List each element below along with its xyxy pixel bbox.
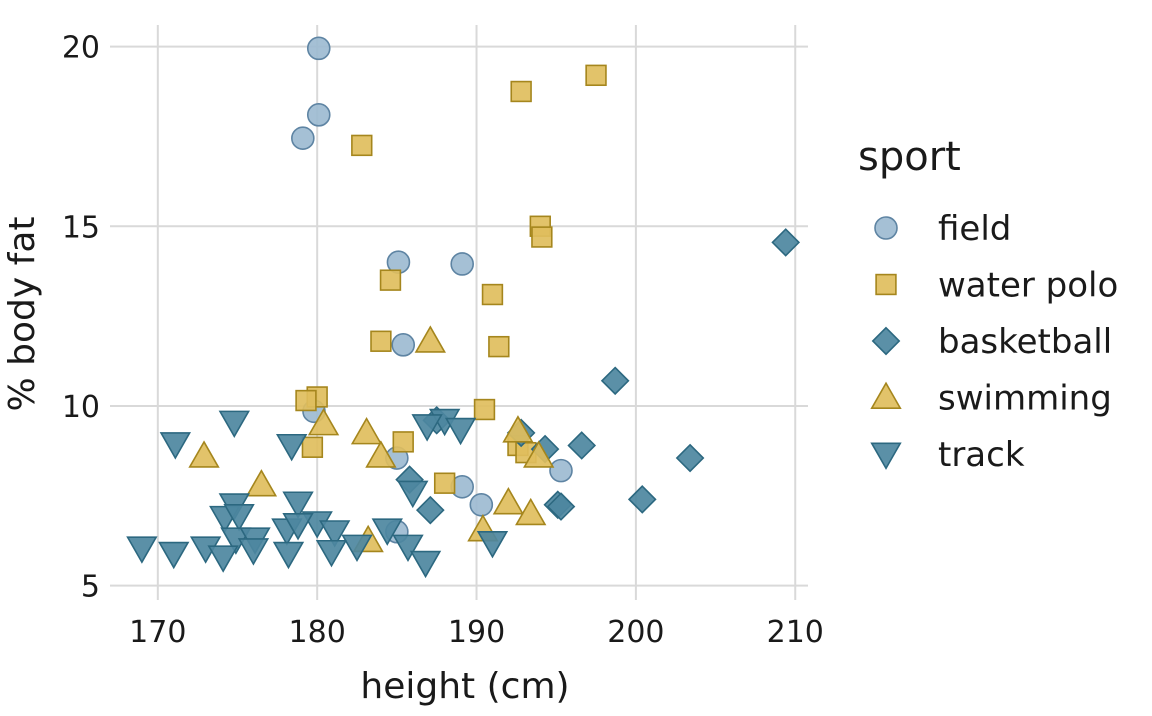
point-field (291, 126, 315, 151)
legend-label-basketball: basketball (938, 322, 1112, 362)
point-water-polo (585, 64, 607, 87)
legend-label-track: track (938, 435, 1025, 475)
x-axis-title: height (cm) (360, 666, 569, 707)
point-swimming (307, 407, 340, 436)
point-track (158, 541, 190, 570)
point-water-polo (433, 472, 456, 494)
y-tick-label: 15 (62, 210, 100, 245)
point-field (306, 103, 331, 127)
point-basketball (415, 495, 445, 525)
legend-key-field (874, 216, 898, 240)
point-water-polo (392, 431, 414, 453)
point-water-polo (473, 398, 496, 421)
x-tick-label: 180 (289, 615, 346, 650)
point-track (159, 432, 192, 460)
legend-items: field water polo basketball swimming track (870, 209, 1118, 475)
point-water-polo (488, 335, 510, 358)
x-tick-label: 200 (607, 615, 664, 650)
point-track (282, 513, 314, 541)
x-axis-ticks: 170 180 190 200 210 (129, 615, 824, 650)
point-field (450, 252, 474, 276)
point-basketball (546, 492, 576, 521)
point-track (444, 417, 477, 446)
point-water-polo (301, 436, 324, 458)
point-track (207, 545, 239, 573)
point-track (272, 541, 305, 570)
point-water-polo (510, 80, 532, 103)
point-basketball (771, 228, 801, 257)
point-water-polo (295, 389, 317, 412)
point-track (319, 520, 351, 548)
point-track (223, 504, 255, 532)
x-tick-label: 190 (448, 615, 505, 650)
point-swimming (492, 487, 525, 515)
point-swimming (350, 416, 383, 445)
point-swimming (523, 440, 555, 468)
point-basketball (600, 366, 630, 396)
y-axis-ticks: 5 10 15 20 (62, 31, 100, 605)
y-tick-label: 20 (62, 31, 100, 66)
legend-key-basketball (871, 326, 901, 356)
point-field (549, 458, 573, 483)
y-tick-label: 5 (81, 570, 100, 605)
point-swimming (515, 497, 547, 526)
point-water-polo (481, 283, 504, 306)
point-basketball (675, 443, 705, 473)
point-swimming (245, 469, 278, 497)
y-axis-title: % body fat (2, 217, 43, 412)
point-track (237, 538, 270, 566)
point-water-polo (379, 269, 402, 291)
point-track (411, 414, 443, 442)
point-field (391, 333, 416, 357)
data-points (126, 36, 801, 579)
x-tick-label: 210 (767, 615, 824, 650)
legend-label-field: field (938, 209, 1011, 249)
legend-label-water-polo: water polo (938, 266, 1118, 306)
point-water-polo (370, 330, 392, 352)
y-tick-label: 10 (62, 390, 100, 425)
legend-key-track (870, 442, 902, 470)
point-basketball (567, 431, 597, 460)
point-track (341, 534, 373, 563)
point-field (469, 492, 494, 517)
legend-label-swimming: swimming (938, 379, 1112, 419)
point-track (275, 433, 308, 462)
legend: sport field water polo basketball swimming t… (858, 134, 1118, 475)
point-track (126, 536, 158, 564)
point-track (476, 530, 509, 559)
point-basketball (627, 485, 657, 514)
legend-key-water-polo (875, 273, 897, 296)
point-track (392, 534, 424, 563)
point-swimming (365, 440, 397, 468)
point-track (282, 491, 314, 519)
point-field (306, 36, 331, 61)
point-water-polo (531, 226, 553, 248)
point-water-polo (351, 134, 373, 157)
point-swimming (414, 325, 446, 353)
point-track (409, 550, 442, 579)
point-track (397, 480, 429, 509)
point-swimming (502, 415, 534, 443)
legend-title: sport (858, 134, 961, 180)
legend-key-swimming (870, 381, 902, 410)
point-track (218, 410, 250, 439)
point-track (371, 518, 403, 546)
point-track (315, 539, 348, 568)
point-swimming (188, 440, 220, 468)
x-tick-label: 170 (129, 615, 186, 650)
